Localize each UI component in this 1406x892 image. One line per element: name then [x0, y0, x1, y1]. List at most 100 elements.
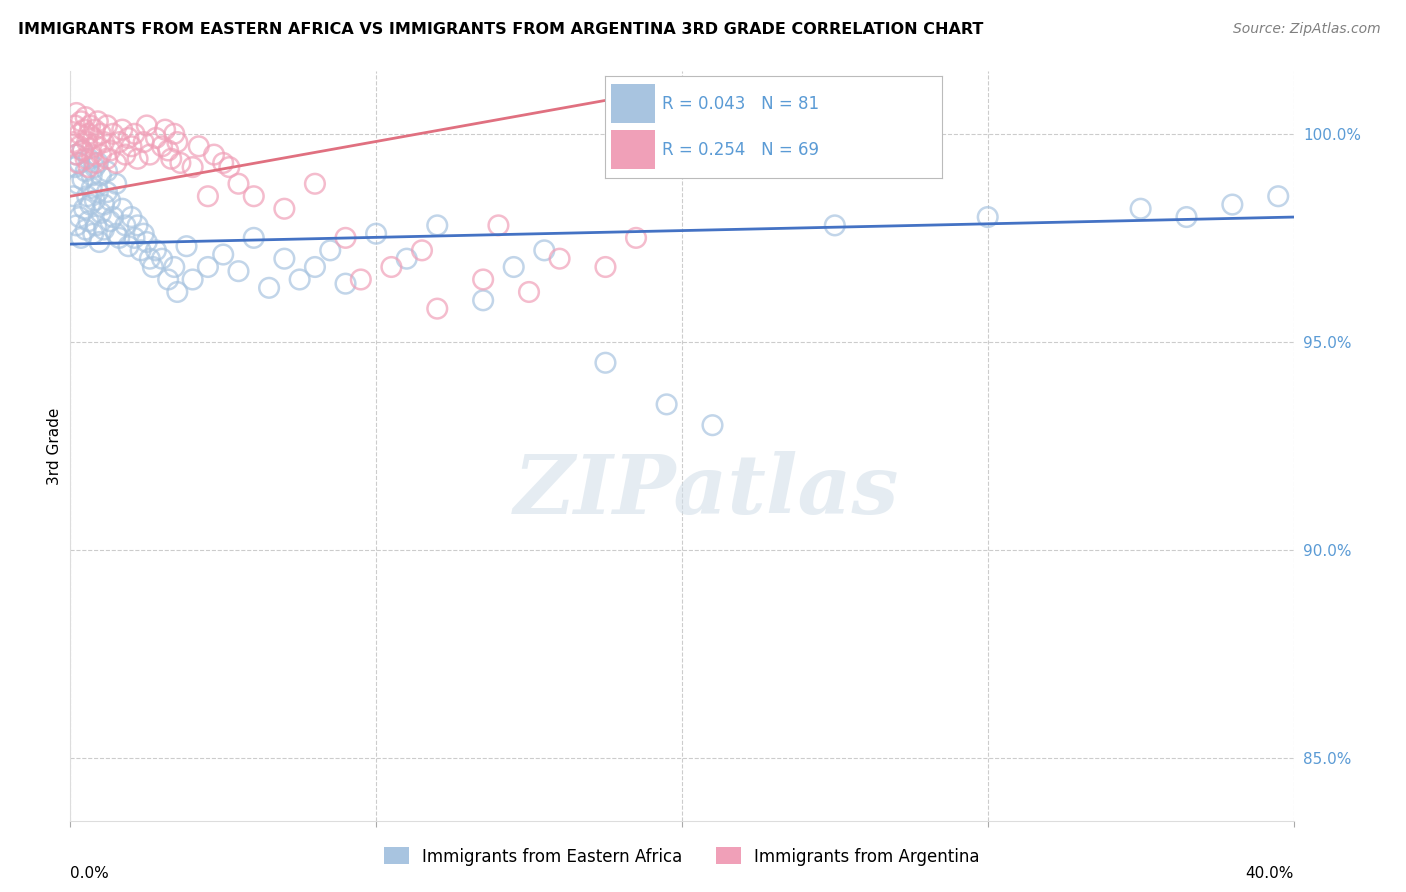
Point	[105, 177, 128, 191]
Point	[114, 219, 136, 233]
Point	[111, 122, 134, 136]
Point	[163, 127, 186, 141]
Point	[96, 119, 118, 133]
Point	[65, 147, 87, 161]
Point	[142, 260, 165, 274]
Point	[218, 160, 240, 174]
Point	[426, 301, 449, 316]
Point	[80, 147, 103, 161]
Point	[124, 127, 146, 141]
Point	[304, 260, 326, 274]
Point	[73, 202, 96, 216]
Point	[111, 202, 134, 216]
Point	[77, 127, 100, 141]
Point	[132, 227, 155, 241]
Point	[108, 231, 131, 245]
Point	[65, 147, 87, 161]
Text: IMMIGRANTS FROM EASTERN AFRICA VS IMMIGRANTS FROM ARGENTINA 3RD GRADE CORRELATIO: IMMIGRANTS FROM EASTERN AFRICA VS IMMIGR…	[18, 22, 984, 37]
Point	[72, 144, 94, 158]
Point	[181, 272, 204, 286]
Point	[129, 244, 152, 258]
Point	[93, 222, 115, 236]
Point	[90, 206, 112, 220]
Point	[166, 135, 188, 149]
Y-axis label: 3rd Grade: 3rd Grade	[46, 408, 62, 484]
Text: Source: ZipAtlas.com: Source: ZipAtlas.com	[1233, 22, 1381, 37]
Point	[76, 135, 98, 149]
Point	[127, 152, 149, 166]
Point	[105, 156, 128, 170]
Point	[80, 169, 103, 183]
Point	[150, 139, 173, 153]
Point	[84, 139, 107, 153]
Point	[426, 219, 449, 233]
Point	[77, 214, 100, 228]
Point	[96, 185, 118, 199]
Point	[93, 135, 115, 149]
Point	[472, 272, 495, 286]
Point	[70, 114, 93, 128]
Point	[139, 252, 162, 266]
Point	[65, 219, 87, 233]
Point	[90, 127, 112, 141]
Point	[124, 231, 146, 245]
Point	[335, 231, 357, 245]
Point	[335, 277, 357, 291]
Point	[66, 177, 89, 191]
Point	[83, 160, 105, 174]
Point	[83, 156, 105, 170]
Point	[98, 214, 121, 228]
Point	[63, 119, 86, 133]
FancyBboxPatch shape	[612, 84, 655, 123]
Point	[139, 147, 162, 161]
Point	[77, 160, 100, 174]
Point	[65, 106, 87, 120]
Point	[350, 272, 373, 286]
Point	[93, 197, 115, 211]
Point	[502, 260, 524, 274]
Text: 40.0%: 40.0%	[1246, 865, 1294, 880]
Point	[87, 156, 110, 170]
Point	[80, 181, 103, 195]
Point	[1129, 202, 1152, 216]
Point	[1267, 189, 1289, 203]
Point	[212, 156, 235, 170]
Point	[169, 156, 191, 170]
Point	[212, 247, 235, 261]
Point	[121, 139, 143, 153]
Point	[108, 135, 131, 149]
Point	[69, 156, 91, 170]
Point	[187, 139, 209, 153]
Point	[176, 239, 198, 253]
Point	[624, 231, 647, 245]
Point	[132, 135, 155, 149]
Point	[62, 189, 84, 203]
Point	[655, 397, 678, 411]
Point	[84, 219, 107, 233]
Point	[62, 135, 84, 149]
Point	[83, 194, 105, 208]
Point	[517, 285, 540, 299]
Point	[96, 152, 118, 166]
Point	[66, 156, 89, 170]
Point	[145, 131, 167, 145]
Point	[63, 160, 86, 174]
Point	[366, 227, 388, 241]
Point	[150, 252, 173, 266]
Point	[145, 244, 167, 258]
Point	[273, 202, 295, 216]
Point	[533, 244, 555, 258]
Point	[82, 131, 104, 145]
Point	[1175, 210, 1198, 224]
Text: 0.0%: 0.0%	[70, 865, 110, 880]
Point	[288, 272, 311, 286]
Point	[79, 197, 101, 211]
Point	[181, 160, 204, 174]
Legend: Immigrants from Eastern Africa, Immigrants from Argentina: Immigrants from Eastern Africa, Immigran…	[377, 841, 987, 872]
Point	[79, 119, 101, 133]
Point	[69, 127, 91, 141]
Point	[380, 260, 402, 274]
Point	[83, 122, 105, 136]
Point	[101, 127, 124, 141]
Point	[121, 210, 143, 224]
